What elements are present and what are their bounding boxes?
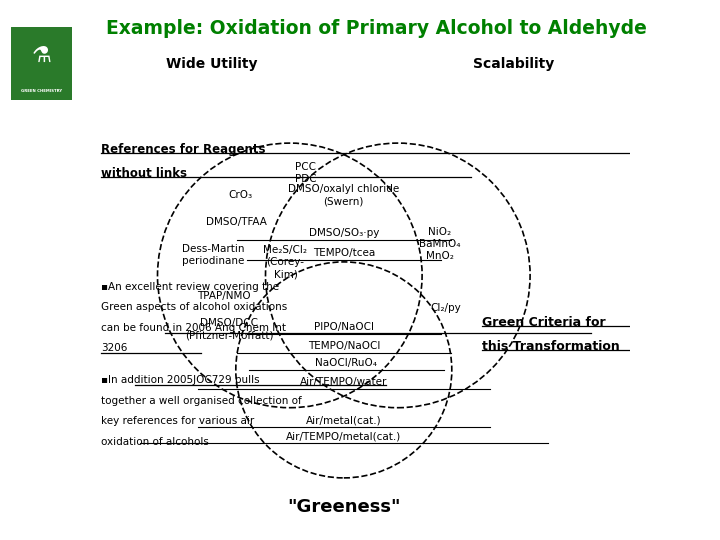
Text: oxidation of alcohols: oxidation of alcohols xyxy=(101,437,209,447)
Text: GREEN CHEMISTRY: GREEN CHEMISTRY xyxy=(21,89,62,93)
Text: Cl₂/py: Cl₂/py xyxy=(430,303,461,313)
Text: DMSO/TFAA: DMSO/TFAA xyxy=(207,218,267,227)
Text: Green Criteria for: Green Criteria for xyxy=(482,316,605,329)
Text: Air/TEMPO/metal(cat.): Air/TEMPO/metal(cat.) xyxy=(286,431,402,441)
Text: TEMPO/tcea: TEMPO/tcea xyxy=(312,248,375,258)
Text: Air/TEMPO/water: Air/TEMPO/water xyxy=(300,377,387,387)
Text: without links: without links xyxy=(101,167,186,180)
Text: PIPO/NaOCl: PIPO/NaOCl xyxy=(314,322,374,332)
Text: Green aspects of alcohol oxidations: Green aspects of alcohol oxidations xyxy=(101,302,287,313)
Text: Wide Utility: Wide Utility xyxy=(166,57,257,71)
Text: this Transformation: this Transformation xyxy=(482,340,619,353)
Text: can be found in 2006 Ang Chem Int: can be found in 2006 Ang Chem Int xyxy=(101,323,286,333)
Text: DMSO/SO₃·py: DMSO/SO₃·py xyxy=(309,228,379,238)
Text: ▪An excellent review covering the: ▪An excellent review covering the xyxy=(101,282,279,292)
Text: CrO₃: CrO₃ xyxy=(228,191,252,200)
Text: Example: Oxidation of Primary Alcohol to Aldehyde: Example: Oxidation of Primary Alcohol to… xyxy=(106,19,647,38)
Text: NaOCl/RuO₄: NaOCl/RuO₄ xyxy=(315,359,377,368)
Text: Me₂S/Cl₂
(Corey-
Kim): Me₂S/Cl₂ (Corey- Kim) xyxy=(264,245,307,279)
Text: together a well organised collection of: together a well organised collection of xyxy=(101,396,302,406)
Text: References for Reagents: References for Reagents xyxy=(101,143,265,156)
Text: DMSO/oxalyl chloride
(Swern): DMSO/oxalyl chloride (Swern) xyxy=(288,184,400,207)
Text: TEMPO/NaOCl: TEMPO/NaOCl xyxy=(307,341,380,350)
Text: DMSO/DCC
(Pfitzner-Moffatt): DMSO/DCC (Pfitzner-Moffatt) xyxy=(185,318,274,341)
Text: Air/metal(cat.): Air/metal(cat.) xyxy=(306,415,382,425)
Text: Dess-Martin
periodinane: Dess-Martin periodinane xyxy=(182,244,244,266)
Text: Scalability: Scalability xyxy=(473,57,554,71)
Text: ▪In addition 2005JOC729 pulls: ▪In addition 2005JOC729 pulls xyxy=(101,375,259,386)
Text: "Greeness": "Greeness" xyxy=(287,497,400,516)
Text: ⚗: ⚗ xyxy=(32,46,51,66)
Text: key references for various air: key references for various air xyxy=(101,416,254,427)
Text: NiO₂
BaMnO₄
MnO₂: NiO₂ BaMnO₄ MnO₂ xyxy=(419,227,461,261)
Text: PCC
PDC: PCC PDC xyxy=(295,161,317,184)
Text: TPAP/NMO: TPAP/NMO xyxy=(197,291,251,301)
Text: 3206: 3206 xyxy=(101,343,127,354)
